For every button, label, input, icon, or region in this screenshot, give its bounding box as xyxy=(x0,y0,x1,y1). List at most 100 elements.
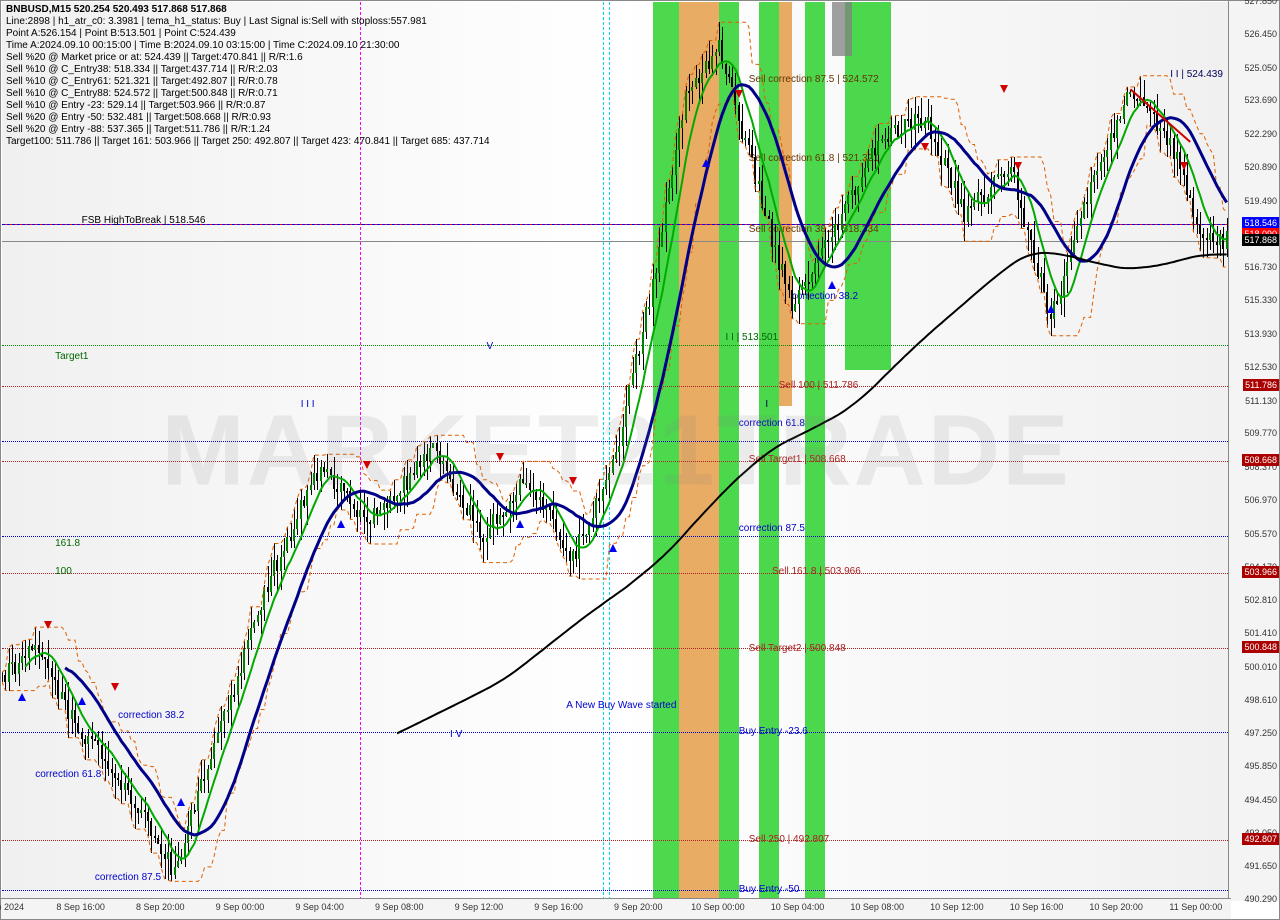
candle-body xyxy=(565,548,567,551)
candle-body xyxy=(721,40,723,64)
candle-wick xyxy=(971,199,972,227)
candle-body xyxy=(257,615,259,622)
candle-body xyxy=(233,695,235,697)
horizontal-line xyxy=(2,241,1230,242)
candle-body xyxy=(635,354,637,373)
candle-body xyxy=(230,695,232,710)
x-tick: 9 Sep 12:00 xyxy=(455,902,504,912)
candle-body xyxy=(973,202,975,207)
candle-body xyxy=(1192,198,1194,217)
annotation: Sell correction 38.2 | 518.334 xyxy=(749,224,879,235)
candle-body xyxy=(705,61,707,73)
candle-body xyxy=(94,739,96,741)
candle-body xyxy=(1027,227,1029,230)
candle-body xyxy=(436,443,438,451)
candle-wick xyxy=(513,492,514,522)
y-tick: 505.570 xyxy=(1244,529,1277,539)
candle-body xyxy=(320,467,322,481)
candle-body xyxy=(864,168,866,177)
candle-body xyxy=(1103,157,1105,161)
y-tick: 522.290 xyxy=(1244,129,1277,139)
candle-body xyxy=(545,506,547,510)
candle-body xyxy=(203,779,205,781)
candle-wick xyxy=(115,764,116,799)
candle-body xyxy=(1169,138,1171,145)
candle-body xyxy=(223,711,225,721)
candle-wick xyxy=(234,684,235,702)
candle-body xyxy=(671,175,673,188)
vertical-band xyxy=(805,2,825,900)
candle-body xyxy=(1093,175,1095,182)
annotation: Buy Entry -50 xyxy=(739,884,800,895)
y-tick: 519.490 xyxy=(1244,196,1277,206)
y-tick: 502.810 xyxy=(1244,595,1277,605)
annotation: Sell 100 | 511.786 xyxy=(779,380,859,391)
candle-wick xyxy=(546,499,547,523)
candle-body xyxy=(575,551,577,559)
candle-body xyxy=(260,610,262,615)
candle-body xyxy=(509,501,511,512)
candle-body xyxy=(167,852,169,859)
candle-body xyxy=(900,134,902,138)
candle-body xyxy=(711,56,713,69)
candle-body xyxy=(695,78,697,87)
x-tick: 9 Sep 04:00 xyxy=(295,902,344,912)
candle-body xyxy=(346,491,348,493)
arrow-down-icon xyxy=(569,477,577,485)
candle-body xyxy=(57,680,59,699)
candle-body xyxy=(834,224,836,238)
candle-body xyxy=(817,256,819,263)
candle-body xyxy=(572,551,574,560)
candle-body xyxy=(406,476,408,490)
candle-body xyxy=(927,117,929,121)
annotation: Sell 250 | 492.807 xyxy=(749,834,829,845)
candle-wick xyxy=(563,521,564,557)
candle-wick xyxy=(241,652,242,689)
candle-body xyxy=(652,279,654,307)
candle-body xyxy=(980,192,982,195)
candle-body xyxy=(124,783,126,790)
candle-wick xyxy=(443,456,444,474)
candle-body xyxy=(227,710,229,712)
annotation: I I I xyxy=(301,399,315,410)
candle-wick xyxy=(828,230,829,258)
arrow-down-icon xyxy=(111,683,119,691)
candle-body xyxy=(897,125,899,137)
candle-body xyxy=(452,479,454,492)
candle-body xyxy=(349,491,351,504)
candle-body xyxy=(416,461,418,475)
arrow-up-icon xyxy=(177,798,185,806)
y-tick: 525.050 xyxy=(1244,63,1277,73)
info-line: Point A:526.154 | Point B:513.501 | Poin… xyxy=(6,28,490,40)
candle-body xyxy=(592,518,594,525)
candle-body xyxy=(482,538,484,543)
vertical-line xyxy=(603,2,604,900)
candle-body xyxy=(798,290,800,304)
candle-body xyxy=(356,510,358,517)
candle-wick xyxy=(165,844,166,879)
x-tick: 9 Sep 20:00 xyxy=(614,902,663,912)
ma-line xyxy=(2,87,1227,881)
candle-body xyxy=(505,512,507,516)
candle-body xyxy=(383,503,385,510)
x-axis: 8 Sep 20248 Sep 16:008 Sep 20:009 Sep 00… xyxy=(1,898,1231,919)
plot-area[interactable]: MARKET21TRADE III I | 524.439I I II VVI … xyxy=(2,2,1230,900)
candle-body xyxy=(625,406,627,428)
candle-body xyxy=(1189,195,1191,197)
candle-body xyxy=(884,139,886,141)
candle-body xyxy=(608,473,610,479)
candle-body xyxy=(379,510,381,513)
candle-body xyxy=(190,810,192,826)
candle-body xyxy=(947,158,949,168)
candle-wick xyxy=(908,99,909,127)
candle-body xyxy=(578,534,580,559)
candle-body xyxy=(286,537,288,551)
candle-body xyxy=(396,496,398,501)
candle-body xyxy=(84,739,86,744)
candle-body xyxy=(668,188,670,201)
candle-body xyxy=(851,190,853,196)
candle-body xyxy=(200,779,202,791)
candle-body xyxy=(675,150,677,175)
candle-body xyxy=(907,119,909,121)
candle-body xyxy=(107,761,109,769)
